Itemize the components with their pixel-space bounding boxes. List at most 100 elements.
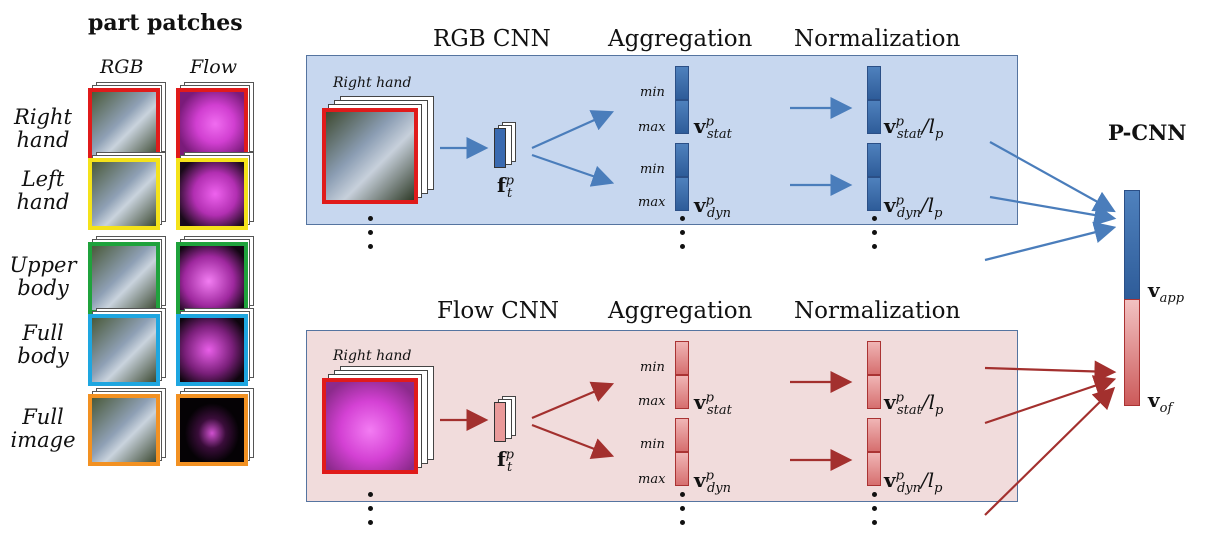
row-label-left-hand: Left hand: [0, 168, 86, 214]
rgb-dyn-max-label: max: [638, 195, 666, 210]
norm-divisor: /l: [921, 114, 935, 138]
rgb-stream-input-patch: [322, 108, 418, 204]
flow-v-dyn-label: vpdyn: [694, 468, 731, 496]
rgb-arrow-f-to-dyn: [531, 153, 615, 187]
v-sub: dyn: [896, 481, 921, 496]
flow-v-stat-label: vpstat: [694, 390, 732, 418]
flow-column-label: Flow: [190, 56, 237, 78]
norm-sub: p: [934, 127, 944, 142]
rgb-v-stat-norm-label: vpstat/lp: [884, 114, 943, 142]
rgb-descriptor-bar-bottom: [867, 177, 881, 211]
norm-divisor: /l: [921, 468, 935, 492]
rgb-f-label: fpt: [497, 173, 514, 201]
v-sub: stat: [896, 127, 922, 142]
flow-arrow-f-to-stat: [531, 381, 615, 420]
row-label-line: hand: [16, 190, 70, 214]
v-symbol: v: [884, 468, 896, 492]
row-label-full-body: Full body: [0, 322, 86, 368]
rgb-descriptor-bar-top: [867, 66, 881, 100]
v-symbol: v: [694, 468, 706, 492]
flow-arrow-f-to-dyn: [531, 423, 615, 459]
f-sup: p: [505, 447, 514, 463]
rgb-arrow-f-to-stat: [531, 110, 615, 150]
flow-stat-min-label: min: [640, 360, 665, 375]
flow-descriptor-bar-bottom: [675, 452, 689, 486]
rgb-feature-stack: [494, 128, 506, 168]
rgb-descriptor-bar-bottom: [675, 177, 689, 211]
flow-norm-dots: [872, 492, 877, 534]
rgb-descriptor-bar-bottom: [675, 100, 689, 134]
flow-patch-5: [176, 394, 248, 466]
rgb-patch-2: [88, 158, 160, 230]
rgb-patch-5: [88, 394, 160, 466]
v-symbol: v: [694, 114, 706, 138]
flow-patch-label: Right hand: [333, 348, 412, 364]
v-sub: dyn: [706, 206, 731, 221]
flow-dyn-max-label: max: [638, 472, 666, 487]
row-label-line: Upper: [9, 253, 77, 277]
rgb-normalization-title: Normalization: [794, 26, 961, 52]
v-symbol: v: [694, 390, 706, 414]
norm-sub: p: [934, 206, 943, 221]
rgb-v-dyn-label: vpdyn: [694, 193, 731, 221]
pcnn-title: P-CNN: [1108, 120, 1187, 145]
flow-cnn-title: Flow CNN: [437, 298, 560, 324]
v-sub: dyn: [896, 206, 921, 221]
flow-normalization-title: Normalization: [794, 298, 961, 324]
v-symbol: v: [884, 114, 896, 138]
v-sup: p: [705, 390, 714, 406]
norm-divisor: /l: [921, 390, 935, 414]
v-sup: p: [895, 390, 904, 406]
rgb-patch-dots: [368, 216, 373, 258]
v-sub: stat: [896, 403, 922, 418]
flow-stream-input-patch: [322, 378, 418, 474]
v-sup: p: [705, 193, 714, 209]
rgb-descriptor-bar-bottom: [867, 100, 881, 134]
rgb-patch-4: [88, 314, 160, 386]
v-symbol: v: [1148, 388, 1160, 412]
flow-dyn-min-label: min: [640, 437, 665, 452]
rgb-v-stat-label: vpstat: [694, 114, 732, 142]
v-symbol: v: [694, 193, 706, 217]
f-sub: t: [506, 460, 513, 475]
row-label-line: Full: [22, 321, 64, 345]
flow-descriptor-bar-bottom: [867, 375, 881, 409]
row-label-line: Right: [14, 105, 72, 129]
norm-sub: p: [934, 403, 944, 418]
flow-patch-2: [176, 158, 248, 230]
row-label-line: hand: [16, 128, 70, 152]
flow-patch-1: [176, 88, 248, 160]
row-label-right-hand: Right hand: [0, 106, 86, 152]
rgb-descriptor-bar-top: [675, 66, 689, 100]
row-label-line: body: [17, 344, 69, 368]
row-label-line: body: [17, 276, 69, 300]
flow-arrow-more-to-pcnn: [984, 386, 1116, 516]
rgb-arrow-more-to-pcnn: [984, 221, 1117, 262]
v-of-label: vof: [1148, 388, 1172, 416]
flow-arrow-dyn-to-pcnn: [984, 375, 1117, 425]
part-patches-heading: part patches: [88, 10, 243, 36]
rgb-patch-label: Right hand: [333, 75, 412, 91]
flow-descriptor-bar-bottom: [867, 452, 881, 486]
v-sub: stat: [706, 127, 732, 142]
flow-patch-dots: [368, 492, 373, 534]
flow-patch-4: [176, 314, 248, 386]
flow-descriptor-bar-top: [867, 418, 881, 452]
rgb-descriptor-bar-top: [867, 143, 881, 177]
v-sub: app: [1159, 291, 1185, 306]
norm-divisor: /l: [921, 193, 935, 217]
f-symbol: f: [497, 173, 506, 197]
rgb-agg-dots: [680, 216, 685, 258]
row-label-upper-body: Upper body: [0, 254, 86, 300]
rgb-norm-dots: [872, 216, 877, 258]
flow-aggregation-title: Aggregation: [608, 298, 753, 324]
f-sup: p: [505, 173, 514, 189]
v-symbol: v: [1148, 278, 1160, 302]
v-sub: stat: [706, 403, 732, 418]
rgb-arrow-dyn-to-pcnn: [989, 195, 1117, 226]
flow-v-stat-norm-label: vpstat/lp: [884, 390, 943, 418]
pcnn-output-bar-of: [1124, 299, 1140, 406]
row-label-line: Left: [21, 167, 65, 191]
flow-descriptor-bar-top: [675, 341, 689, 375]
